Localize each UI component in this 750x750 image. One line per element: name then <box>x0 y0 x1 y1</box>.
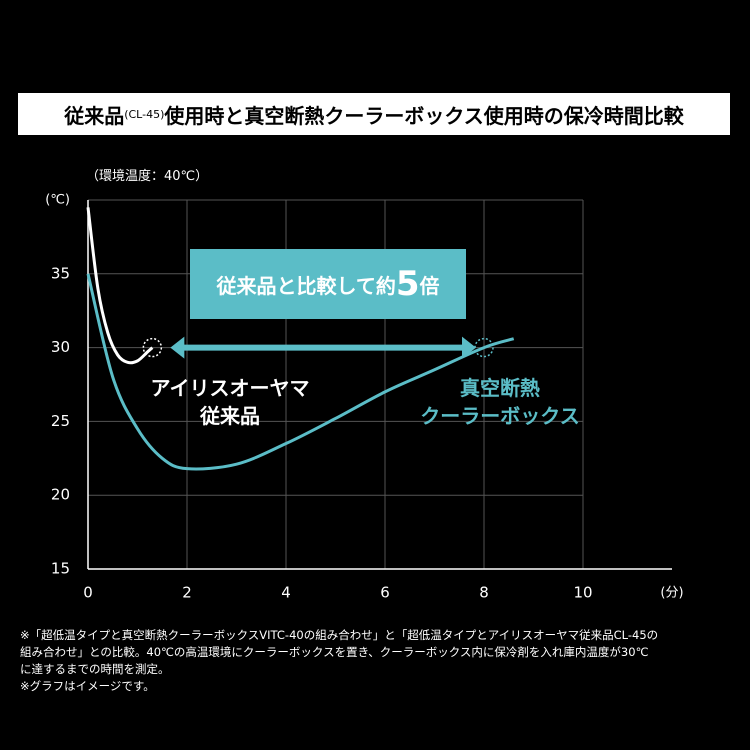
footnotes: ※「超低温タイプと真空断熱クーラーボックスVITC-40の組み合わせ」と「超低温… <box>20 627 658 695</box>
y-tick-label: 35 <box>51 264 70 282</box>
series-line <box>86 207 154 365</box>
series-label: 真空断熱 クーラーボックス <box>420 376 580 428</box>
title-part: 使用時と真空断熱クーラーボックス使用時の保冷時間比較 <box>164 103 684 128</box>
x-tick-label: 4 <box>281 584 291 602</box>
arrow-head <box>170 336 185 359</box>
footnote-line: に達するまでの時間を測定。 <box>20 662 170 676</box>
end-marker <box>142 337 163 358</box>
condition: （環境温度：40℃） <box>86 169 209 184</box>
series-line <box>86 273 515 471</box>
footnote-line: 組み合わせ」との比較。40℃の高温環境にクーラーボックスを置き、クーラーボックス… <box>20 645 649 659</box>
y-tick-label: 30 <box>51 338 70 356</box>
title-part: 従来品 <box>64 103 125 128</box>
y-tick-label: 15 <box>51 560 70 578</box>
footnote-line: ※「超低温タイプと真空断熱クーラーボックスVITC-40の組み合わせ」と「超低温… <box>20 628 659 642</box>
title-part: (CL-45) <box>124 107 165 121</box>
title: 従来品 (CL-45) 使用時と真空断熱クーラーボックス使用時の保冷時間比較 <box>18 93 730 135</box>
callout-part: 倍 <box>419 273 440 298</box>
arrow-head <box>462 336 476 359</box>
callout: 従来品と比較して約 5 倍 <box>190 249 466 319</box>
y-unit: (℃) <box>45 193 70 208</box>
x-tick-label: 6 <box>380 584 390 602</box>
x-tick-label: 2 <box>182 584 192 602</box>
y-tick-label: 25 <box>51 412 70 430</box>
x-tick-label: 8 <box>479 584 489 602</box>
x-tick-label: 0 <box>83 584 93 602</box>
callout-part: 従来品と比較して約 <box>216 273 396 298</box>
callout-part: 5 <box>395 264 420 304</box>
x-tick-label: 10 <box>573 584 592 602</box>
y-tick-label: 20 <box>51 486 70 504</box>
footnote-line: ※グラフはイメージです。 <box>20 679 155 693</box>
end-marker <box>474 337 494 358</box>
series-label: アイリスオーヤマ 従来品 <box>150 376 310 428</box>
x-unit: (分) <box>660 586 683 601</box>
